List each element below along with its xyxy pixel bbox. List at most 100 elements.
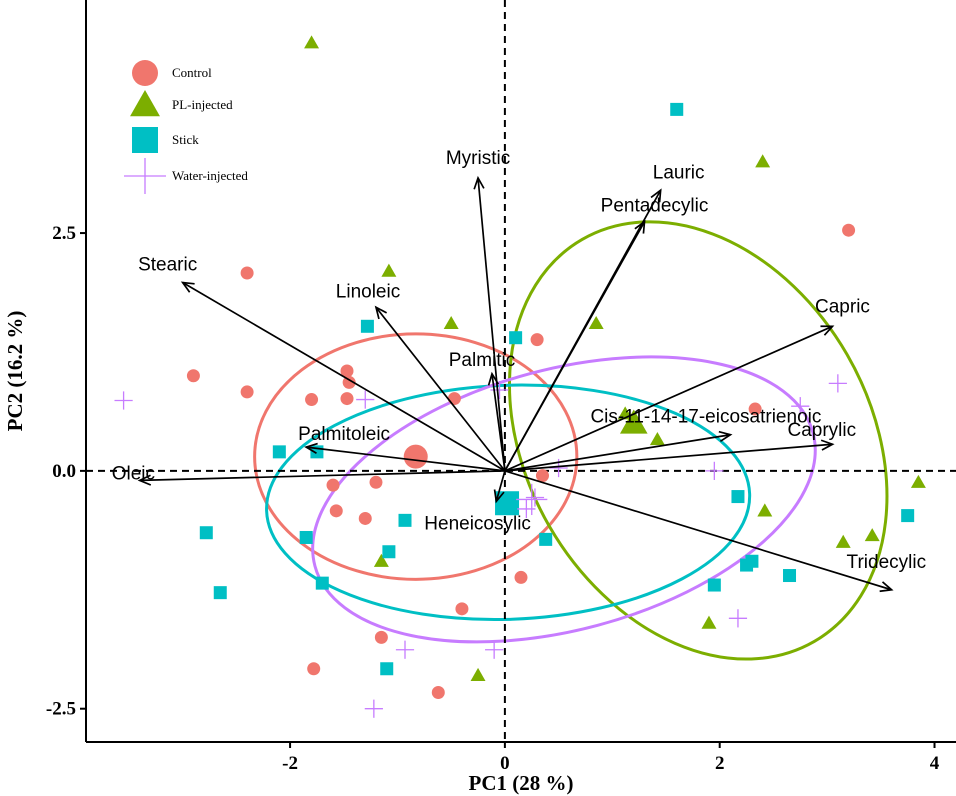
legend-label-control: Control <box>172 65 212 80</box>
point-control <box>514 570 528 584</box>
legend-label-stick: Stick <box>172 132 199 147</box>
point-water-injected <box>705 461 724 480</box>
point-control <box>186 369 200 383</box>
y-tick-label: -2.5 <box>46 699 76 720</box>
loading-arrow-oleic <box>139 470 505 482</box>
ellipse-pl-injected <box>507 220 889 661</box>
ellipse-water-injected <box>311 355 817 644</box>
reference-lines <box>86 0 956 742</box>
point-water-injected <box>728 609 748 628</box>
centroid-stick <box>495 491 520 516</box>
axis-ticks: -2 0 2 4 -2.5 0.0 2.5 <box>46 223 940 774</box>
loading-label-palmitoleic: Palmitoleic <box>298 424 390 445</box>
point-water-injected <box>828 374 847 393</box>
point-control <box>340 392 354 406</box>
point-stick <box>539 532 553 546</box>
loading-arrow-cis-11-14-17-eicosatrienoic <box>504 433 731 472</box>
loading-arrow-capric <box>504 325 833 472</box>
point-control <box>535 469 549 483</box>
point-water-injected <box>525 488 545 507</box>
point-stick <box>213 586 227 600</box>
point-pl-injected <box>757 503 773 517</box>
point-stick <box>299 530 313 544</box>
point-control <box>455 602 469 616</box>
point-pl-injected <box>910 474 926 488</box>
point-control <box>240 385 254 399</box>
loading-label-oleic: Oleic <box>112 463 155 484</box>
loading-label-stearic: Stearic <box>138 255 197 276</box>
point-stick <box>707 578 721 592</box>
point-water-injected <box>517 499 536 519</box>
loading-label-caprylic: Caprylic <box>787 420 856 441</box>
centroid-water-injected <box>516 483 548 516</box>
point-control <box>342 375 356 389</box>
x-tick-label: 4 <box>930 753 940 774</box>
point-pl-injected <box>755 154 771 168</box>
point-pl-injected <box>373 553 389 567</box>
point-control <box>842 223 856 237</box>
loading-label-capric: Capric <box>815 296 870 317</box>
loading-arrowhead-pentadecylic <box>634 219 646 234</box>
loading-label-lauric: Lauric <box>653 162 705 183</box>
y-tick-label: 2.5 <box>52 223 76 244</box>
point-water-injected <box>114 391 133 410</box>
loading-arrow-palmitoleic <box>306 446 505 472</box>
point-stick <box>272 445 286 459</box>
point-stick <box>199 526 213 540</box>
point-stick <box>783 569 797 583</box>
point-water-injected <box>356 390 375 409</box>
point-control <box>240 266 254 280</box>
point-pl-injected <box>588 315 604 330</box>
point-control <box>431 686 445 700</box>
loading-arrowhead-cis-11-14-17-eicosatrienoic <box>718 430 733 443</box>
loading-arrowhead-palmitic <box>487 371 500 386</box>
loading-arrowhead-stearic <box>180 281 195 293</box>
point-control <box>358 511 372 525</box>
point-control <box>530 333 544 347</box>
point-water-injected <box>364 699 383 718</box>
y-axis-title: PC2 (16.2 %) <box>3 311 27 432</box>
loading-label-cis-11-14-17-eicosatrienoic: Cis-11-14-17-eicosatrienoic <box>590 407 821 428</box>
loading-arrow-pentadecylic <box>504 221 646 472</box>
point-stick <box>398 513 412 527</box>
legend-label-pl-injected: PL-injected <box>172 97 233 112</box>
loading-arrowhead-linoleic <box>374 305 388 320</box>
point-water-injected <box>791 397 810 416</box>
point-control <box>340 364 354 378</box>
legend-label-water-injected: Water-injected <box>172 168 248 183</box>
point-control <box>748 402 762 416</box>
loading-label-linoleic: Linoleic <box>336 281 400 302</box>
loading-arrowhead-caprylic <box>820 439 835 451</box>
point-stick <box>509 331 523 345</box>
point-pl-injected <box>381 263 397 277</box>
loading-arrowhead-palmitoleic <box>304 442 318 454</box>
point-stick <box>382 545 396 559</box>
point-control <box>305 393 319 407</box>
loading-arrowhead-oleic <box>137 474 152 486</box>
centroid-pl-injected <box>619 409 648 434</box>
point-stick <box>360 319 374 333</box>
point-control <box>374 630 388 644</box>
loading-arrows: Myristic Lauric Pentadecylic Stearic Linolei… <box>112 148 926 593</box>
loading-arrow-palmitic <box>491 373 506 471</box>
x-axis-title: PC1 (28 %) <box>469 771 574 795</box>
loading-label-heneicosylic: Heneicosylic <box>424 513 531 534</box>
loading-arrowhead-heneicosylic <box>493 489 505 504</box>
point-control <box>329 504 343 518</box>
axes-frame <box>85 0 956 743</box>
point-control <box>326 478 340 492</box>
loading-arrow-stearic <box>182 281 506 472</box>
legend-key-stick <box>132 127 158 153</box>
legend-key-pl-injected <box>130 90 160 117</box>
x-tick-label: 0 <box>500 753 510 774</box>
point-control <box>369 475 383 489</box>
point-control <box>447 392 461 406</box>
x-tick-label: -2 <box>282 753 298 774</box>
loading-arrow-tridecylic <box>504 470 892 591</box>
point-stick <box>745 554 759 568</box>
centroid-control <box>403 444 428 469</box>
ellipse-control <box>253 332 579 581</box>
point-pl-injected <box>835 534 851 548</box>
point-pl-injected <box>443 315 459 330</box>
loading-arrow-linoleic <box>375 306 506 472</box>
